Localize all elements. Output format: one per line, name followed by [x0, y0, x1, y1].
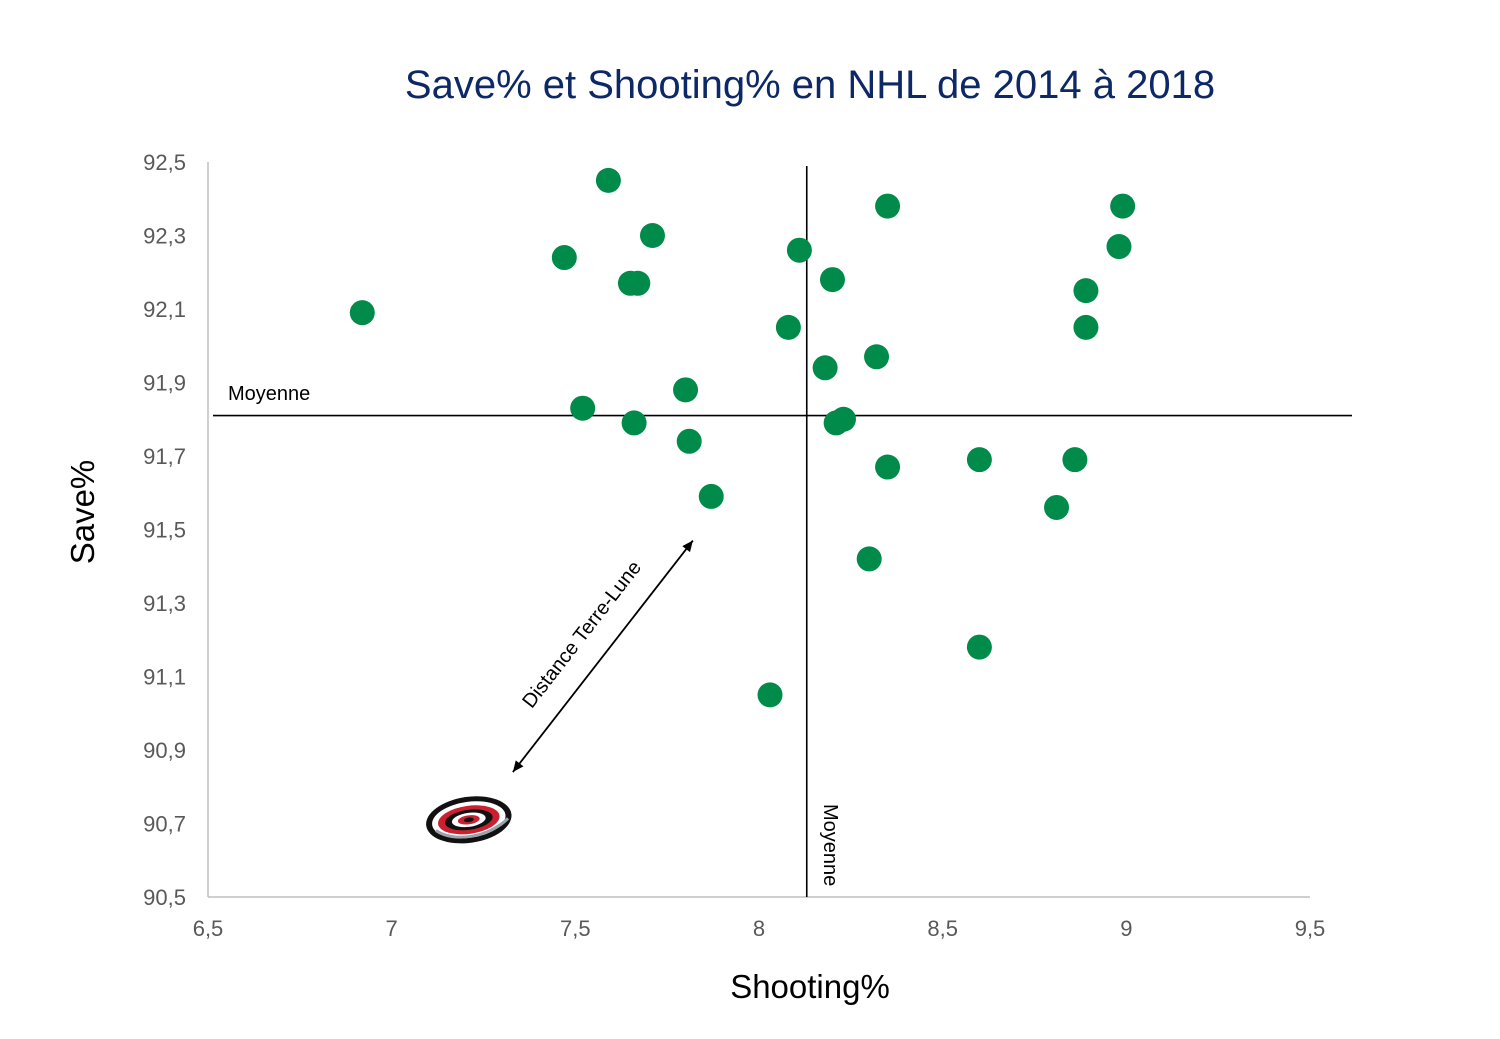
- y-tick-label: 91,7: [143, 444, 186, 469]
- y-tick-label: 92,3: [143, 224, 186, 249]
- data-point: [1062, 447, 1088, 473]
- reference-lines: Moyenne Moyenne: [213, 166, 1352, 897]
- x-tick-label: 8,5: [927, 916, 958, 941]
- x-tick-label: 7: [386, 916, 398, 941]
- data-point: [775, 314, 801, 340]
- data-point: [1073, 314, 1099, 340]
- data-point: [875, 193, 901, 219]
- y-tick-label: 90,7: [143, 812, 186, 837]
- data-point: [625, 270, 651, 296]
- data-point: [812, 355, 838, 381]
- data-point: [349, 300, 375, 326]
- y-tick-label: 90,9: [143, 738, 186, 763]
- data-point: [698, 483, 724, 509]
- data-point: [551, 245, 577, 271]
- data-point: [1110, 193, 1136, 219]
- data-point: [819, 267, 845, 293]
- axes: [207, 162, 1310, 898]
- y-tick-label: 91,9: [143, 371, 186, 396]
- x-tick-label: 9: [1120, 916, 1132, 941]
- team-logo: [426, 796, 512, 844]
- annotation: Distance Terre-Lune: [512, 539, 694, 773]
- y-tick-label: 92,5: [143, 150, 186, 175]
- y-tick-label: 90,5: [143, 885, 186, 910]
- data-point: [639, 223, 665, 248]
- data-point: [676, 428, 702, 454]
- x-tick-label: 7,5: [560, 916, 591, 941]
- data-point: [757, 682, 783, 708]
- distance-annotation-text: Distance Terre-Lune: [518, 557, 646, 712]
- carolina-hurricanes-logo-icon: [426, 796, 512, 844]
- data-point: [856, 546, 882, 572]
- data-point: [1044, 494, 1070, 520]
- y-tick-label: 91,3: [143, 591, 186, 616]
- y-axis-title: Save%: [64, 460, 101, 565]
- data-point: [966, 634, 992, 660]
- data-point: [1106, 234, 1132, 260]
- data-point: [830, 406, 856, 432]
- data-point: [673, 377, 699, 403]
- distance-arrow-line: [512, 539, 694, 773]
- x-tick-label: 6,5: [193, 916, 224, 941]
- y-tick-label: 91,1: [143, 665, 186, 690]
- data-point: [595, 167, 621, 193]
- mean-save-label: Moyenne: [228, 383, 310, 405]
- y-tick-label: 92,1: [143, 297, 186, 322]
- arrowhead-end-icon: [682, 540, 693, 553]
- y-tick-label: 91,5: [143, 518, 186, 543]
- data-point: [1073, 278, 1099, 304]
- tick-labels: 6,5 7 7,5 8 8,5 9 9,5 92,5 92,3 92,1 91,9 91,7 91,5 9…: [143, 150, 1325, 941]
- data-point: [621, 410, 647, 436]
- x-tick-label: 8: [753, 916, 765, 941]
- chart-title: Save% et Shooting% en NHL de 2014 à 2018: [405, 63, 1215, 107]
- x-axis-title: Shooting%: [730, 968, 890, 1005]
- data-point: [786, 237, 812, 263]
- arrowhead-start-icon: [512, 760, 524, 773]
- data-point: [875, 454, 901, 480]
- data-points: [349, 167, 1136, 708]
- mean-shooting-label: Moyenne: [819, 804, 841, 886]
- x-tick-label: 9,5: [1295, 916, 1326, 941]
- data-point: [864, 344, 890, 370]
- data-point: [966, 447, 992, 473]
- data-point: [570, 395, 596, 421]
